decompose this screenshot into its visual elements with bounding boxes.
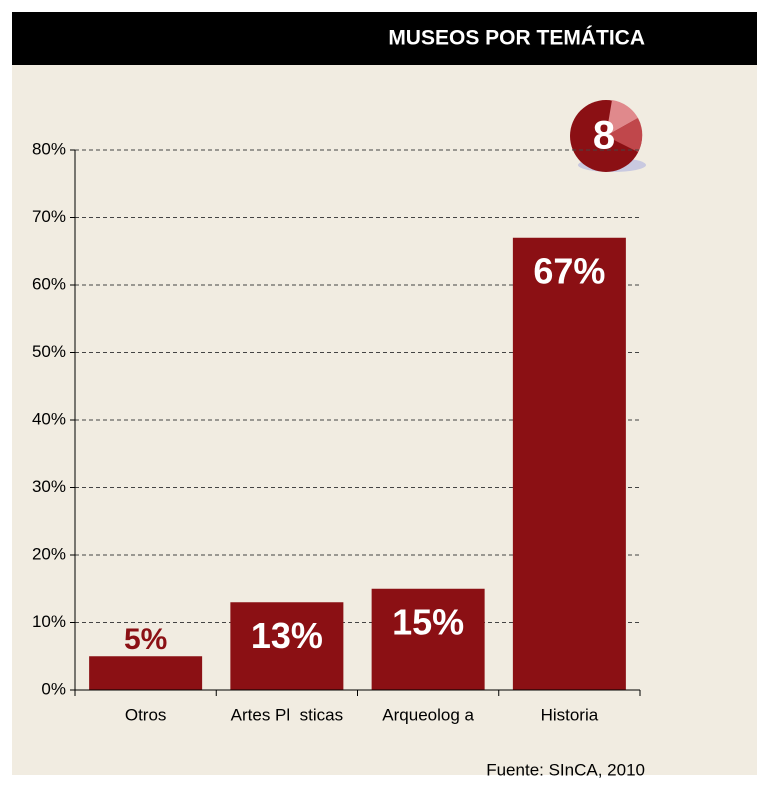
- y-tick-label: 70%: [32, 207, 66, 226]
- y-tick-label: 60%: [32, 274, 66, 293]
- value-label: 67%: [533, 250, 605, 291]
- value-label: 5%: [124, 623, 167, 656]
- y-tick-label: 80%: [32, 139, 66, 158]
- y-tick-label: 0%: [41, 679, 66, 698]
- bar: [89, 656, 203, 690]
- badge: 8: [570, 100, 646, 172]
- bar: [371, 588, 485, 690]
- x-tick-label: Historia: [541, 705, 599, 724]
- y-tick-label: 40%: [32, 409, 66, 428]
- value-label: 13%: [251, 615, 323, 656]
- x-tick-label: Arqueolog a: [382, 705, 474, 724]
- y-tick-label: 30%: [32, 477, 66, 496]
- badge-slice: [606, 118, 643, 152]
- badge-slice: [606, 100, 638, 136]
- y-tick-label: 10%: [32, 612, 66, 631]
- header-bar: [12, 12, 757, 65]
- badge-number: 8: [593, 114, 615, 158]
- value-label: 15%: [392, 601, 464, 642]
- source: Fuente: SInCA, 2010: [486, 760, 645, 779]
- y-tick-label: 50%: [32, 342, 66, 361]
- bar: [230, 602, 344, 690]
- chart-title: MUSEOS POR TEMÁTICA: [388, 27, 645, 50]
- y-tick-label: 20%: [32, 544, 66, 563]
- bar: [512, 237, 626, 690]
- x-tick-label: Otros: [125, 705, 167, 724]
- x-tick-label: Artes Pl sticas: [231, 705, 343, 724]
